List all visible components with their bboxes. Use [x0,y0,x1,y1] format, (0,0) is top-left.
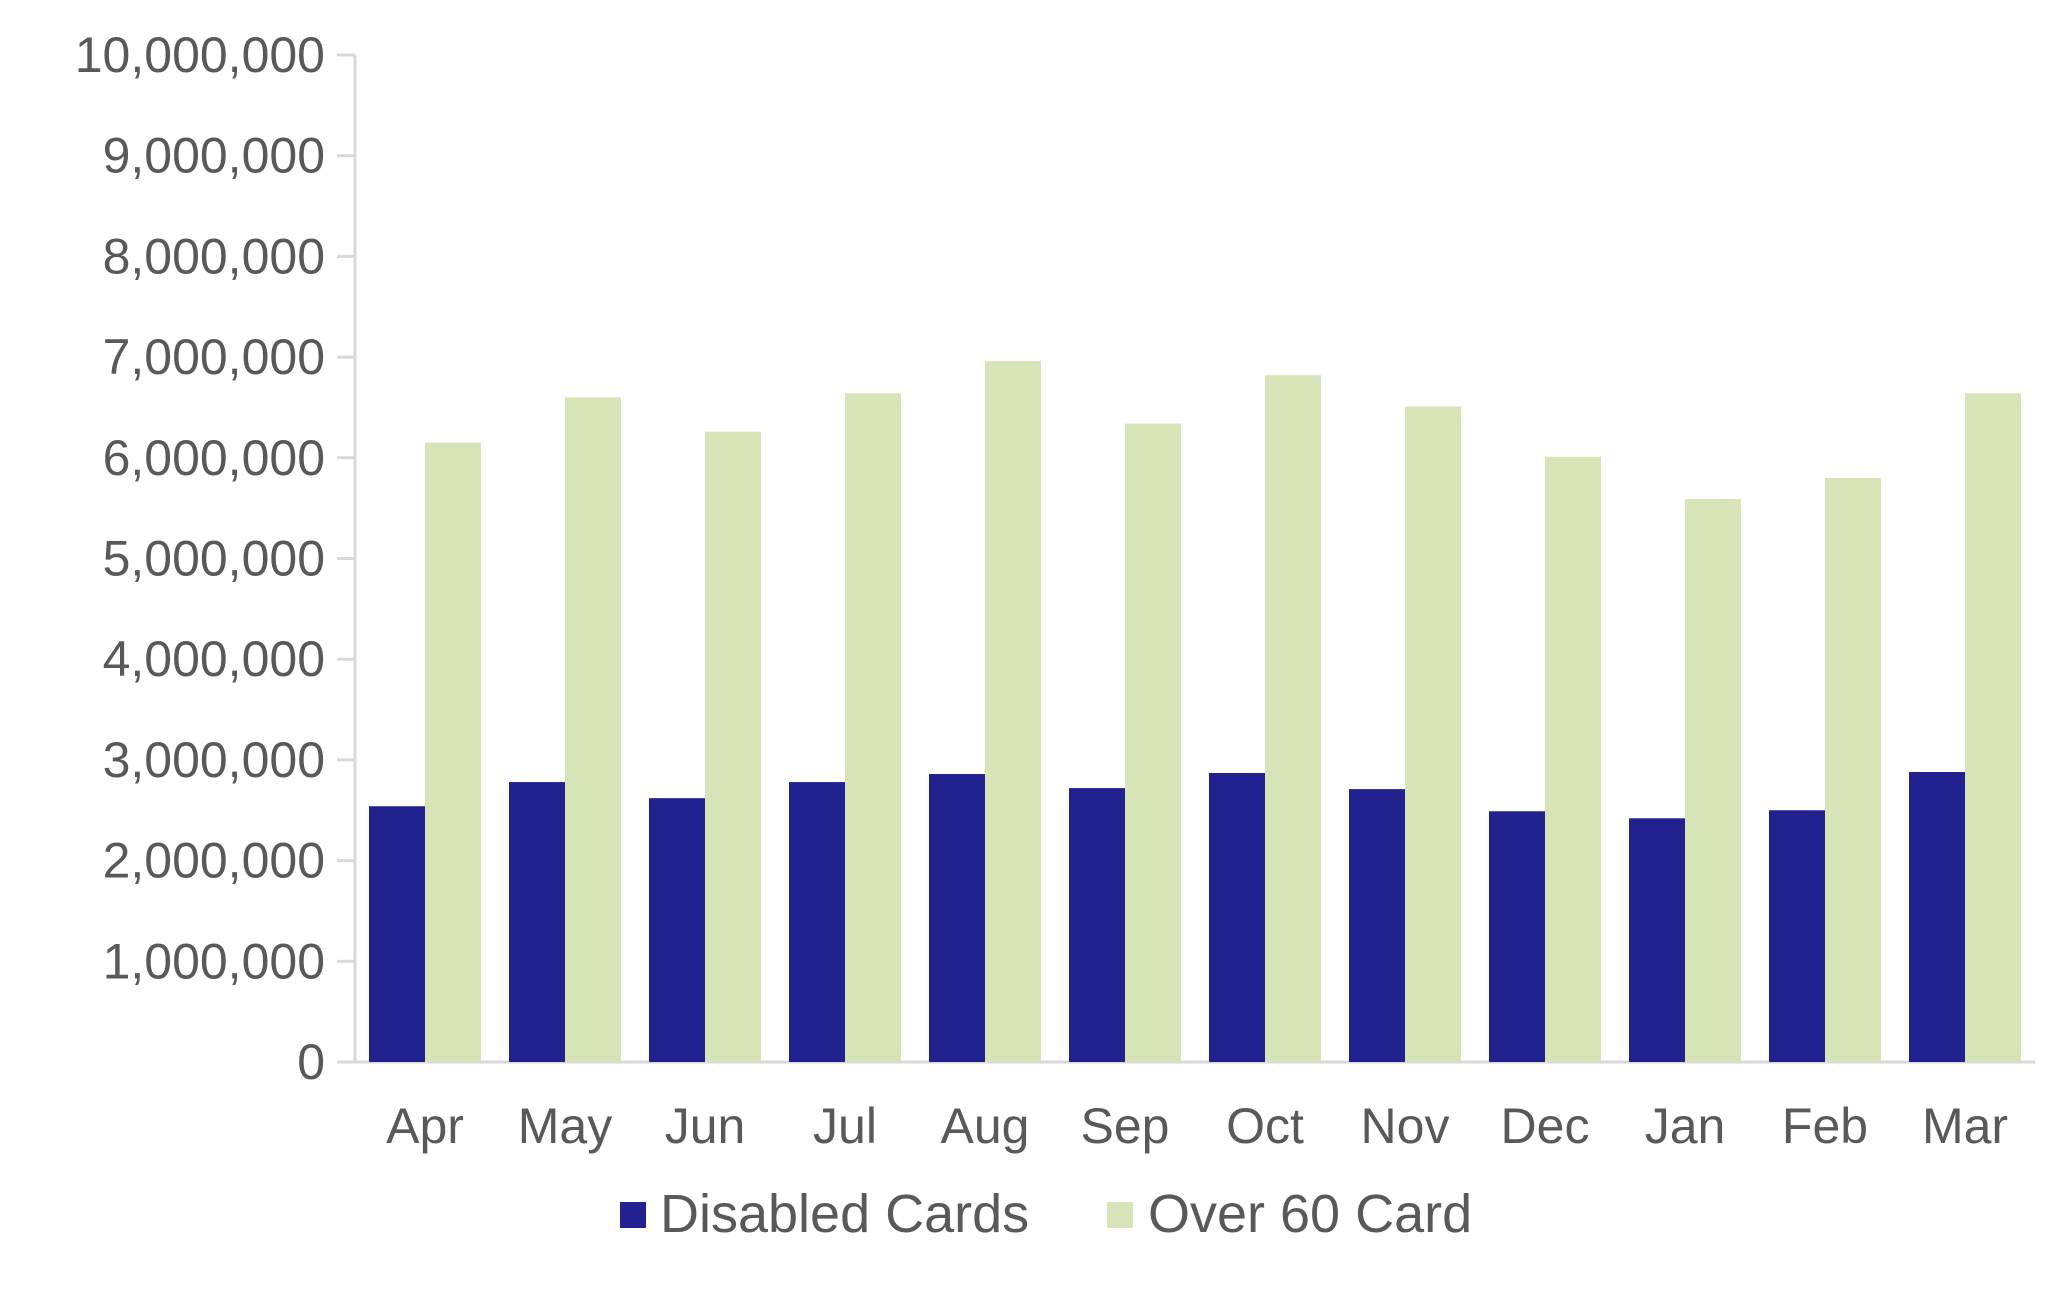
bar-over-60-card-apr [425,442,481,1062]
bar-disabled-cards-may [509,782,565,1062]
bars [369,361,2021,1063]
x-tick-label: Mar [1922,1098,2008,1154]
bar-disabled-cards-jun [649,798,705,1062]
legend: Disabled Cards Over 60 Card [620,1184,1472,1244]
bar-over-60-card-dec [1545,456,1601,1063]
x-tick-label: Sep [1081,1098,1170,1154]
bar-over-60-card-may [565,397,621,1062]
legend-swatch [620,1202,646,1228]
y-tick-label: 2,000,000 [103,833,325,889]
x-tick-label: Nov [1361,1098,1450,1154]
bar-disabled-cards-mar [1909,771,1965,1062]
bar-disabled-cards-sep [1069,788,1125,1062]
bar-disabled-cards-oct [1209,772,1265,1062]
bar-over-60-card-aug [985,361,1041,1062]
x-tick-label: Dec [1501,1098,1590,1154]
y-tick-label: 3,000,000 [103,732,325,788]
x-tick-label: Feb [1782,1098,1868,1154]
y-tick-label: 5,000,000 [103,531,325,587]
bar-over-60-card-nov [1405,406,1461,1062]
bar-disabled-cards-apr [369,806,425,1062]
bar-disabled-cards-aug [929,773,985,1062]
bar-over-60-card-mar [1965,393,2021,1062]
legend-swatch [1107,1202,1133,1228]
x-tick-label: Jul [813,1098,877,1154]
x-tick-label: Oct [1226,1098,1304,1154]
bar-over-60-card-sep [1125,423,1181,1062]
x-axis: Apr May Jun Jul Aug Sep Oct Nov Dec Jan Feb Mar [355,1060,2035,1154]
y-tick-label: 9,000,000 [103,128,325,184]
bar-disabled-cards-jul [789,782,845,1062]
bar-disabled-cards-jan [1629,818,1685,1062]
bar-over-60-card-oct [1265,375,1321,1062]
x-tick-label: Jun [665,1098,746,1154]
y-tick-label: 8,000,000 [103,228,325,284]
bar-over-60-card-jan [1685,499,1741,1062]
bar-over-60-card-jun [705,431,761,1062]
y-tick-label: 10,000,000 [75,27,325,83]
bar-disabled-cards-feb [1769,810,1825,1062]
x-tick-label: Aug [941,1098,1030,1154]
x-tick-label: Apr [386,1098,464,1154]
x-tick-label: Jan [1645,1098,1726,1154]
y-tick-label: 7,000,000 [103,329,325,385]
bar-disabled-cards-dec [1489,811,1545,1062]
bar-disabled-cards-nov [1349,789,1405,1062]
y-tick-label: 4,000,000 [103,631,325,687]
y-tick-label: 1,000,000 [103,933,325,989]
x-tick-label: May [518,1098,612,1154]
y-tick-label: 6,000,000 [103,430,325,486]
bar-over-60-card-feb [1825,477,1881,1062]
y-axis: 0 1,000,000 2,000,000 3,000,000 4,000,000 5,0… [75,27,357,1090]
legend-label: Disabled Cards [660,1184,1029,1244]
y-tick-label: 0 [297,1034,325,1090]
bar-over-60-card-jul [845,393,901,1062]
legend-label: Over 60 Card [1148,1184,1472,1244]
